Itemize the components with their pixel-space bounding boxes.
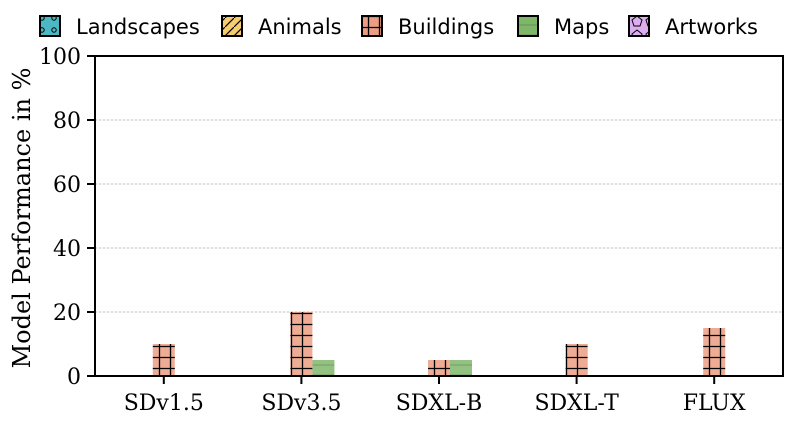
bar-maps-sdv3.5 xyxy=(312,360,335,376)
legend-item-animals: Animals xyxy=(221,15,342,39)
y-tick-label: 40 xyxy=(53,237,81,262)
bar-buildings-sdxl-t xyxy=(565,344,588,376)
bar-buildings-sdxl-b xyxy=(428,360,450,376)
bar-buildings-flux xyxy=(703,328,726,376)
legend-item-buildings: Buildings xyxy=(361,15,494,39)
bars xyxy=(152,312,726,376)
legend-label: Artworks xyxy=(665,15,758,39)
legend-label: Maps xyxy=(554,15,609,39)
x-tick-label: SDv1.5 xyxy=(124,391,204,416)
legend-item-maps: Maps xyxy=(517,15,609,39)
bar-maps-sdxl-b xyxy=(450,360,472,376)
legend-item-landscapes: Landscapes xyxy=(39,15,200,39)
bar-buildings-sdv1.5 xyxy=(152,344,175,376)
y-tick-label: 100 xyxy=(39,45,81,70)
legend-label: Buildings xyxy=(398,15,494,39)
y-tick-label: 80 xyxy=(53,109,81,134)
grid-lines xyxy=(95,119,783,313)
legend-label: Animals xyxy=(258,15,342,39)
y-tick-label: 20 xyxy=(53,301,81,326)
legend-item-artworks: Artworks xyxy=(628,15,758,39)
y-tick-label: 0 xyxy=(67,365,81,390)
y-tick-label: 60 xyxy=(53,173,81,198)
plot-frame xyxy=(94,55,784,377)
y-axis-title: Model Performance in % xyxy=(8,68,36,369)
x-tick-label: SDXL-B xyxy=(396,391,483,416)
axes: 0 20 40 60 80 100 SDv1.5 SDv3.5 SDXL-B SDXL-T FLUX xyxy=(39,45,784,416)
x-tick-label: SDXL-T xyxy=(534,391,619,416)
legend-label: Landscapes xyxy=(76,15,200,39)
legend: Landscapes Animals Buildings Maps Artworks xyxy=(39,15,758,39)
x-tick-label: SDv3.5 xyxy=(261,391,341,416)
bar-buildings-sdv3.5 xyxy=(290,312,313,376)
x-tick-label: FLUX xyxy=(683,391,746,416)
